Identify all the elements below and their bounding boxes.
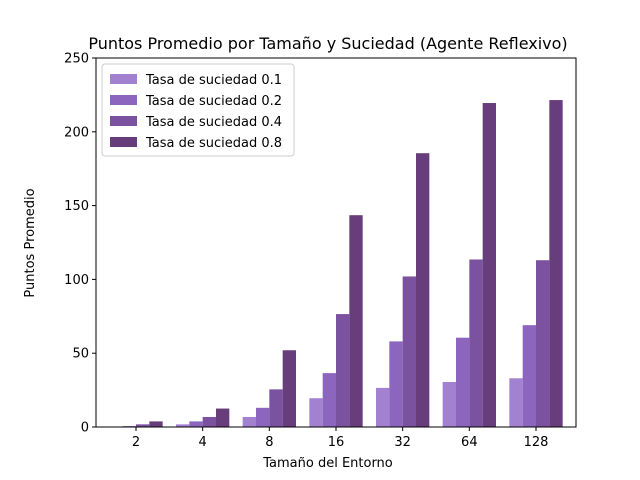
legend-frame bbox=[101, 63, 295, 157]
bar-4-series-4 bbox=[216, 408, 230, 427]
bar-128-series-1 bbox=[509, 378, 523, 427]
bar-16-series-3 bbox=[336, 314, 350, 427]
y-tick-label: 100 bbox=[64, 273, 89, 288]
bar-32-series-1 bbox=[376, 387, 390, 427]
chart-title: Puntos Promedio por Tamaño y Suciedad (A… bbox=[88, 34, 567, 53]
x-tick-label: 4 bbox=[199, 435, 207, 450]
legend: Tasa de suciedad 0.1 Tasa de suciedad 0.2… bbox=[101, 63, 295, 157]
bar-8-series-2 bbox=[256, 407, 270, 427]
bar-32-series-4 bbox=[416, 153, 430, 427]
bar-64-series-1 bbox=[442, 381, 456, 427]
bar-128-series-4 bbox=[549, 100, 563, 427]
bar-64-series-4 bbox=[482, 103, 496, 427]
bar-64-series-2 bbox=[456, 337, 470, 427]
y-tick-label: 250 bbox=[64, 52, 89, 67]
x-tick-label: 64 bbox=[461, 435, 478, 450]
legend-label: Tasa de suciedad 0.1 bbox=[145, 73, 282, 88]
legend-swatch bbox=[110, 116, 137, 126]
x-tick-label: 2 bbox=[132, 435, 140, 450]
bar-4-series-2 bbox=[189, 421, 203, 427]
y-axis-title: Puntos Promedio bbox=[23, 188, 38, 297]
y-tick-label: 50 bbox=[72, 347, 89, 362]
legend-label: Tasa de suciedad 0.8 bbox=[145, 136, 282, 151]
plot-area bbox=[109, 100, 563, 427]
y-tick-label: 150 bbox=[64, 199, 89, 214]
legend-swatch bbox=[110, 74, 137, 84]
axes: 0 50 100 150 200 250 2 4 8 16 32 64 128 bbox=[64, 52, 577, 450]
bar-2-series-4 bbox=[149, 421, 163, 427]
x-axis-title: Tamaño del Entorno bbox=[262, 456, 393, 471]
y-tick-label: 200 bbox=[64, 125, 89, 140]
bar-32-series-3 bbox=[402, 276, 416, 427]
legend-swatch bbox=[110, 137, 137, 147]
x-tick-label: 128 bbox=[524, 435, 549, 450]
bar-128-series-3 bbox=[536, 260, 550, 427]
bar-32-series-2 bbox=[389, 341, 403, 427]
legend-label: Tasa de suciedad 0.4 bbox=[145, 115, 282, 130]
bar-64-series-3 bbox=[469, 259, 483, 427]
x-tick-label: 8 bbox=[265, 435, 273, 450]
bar-16-series-1 bbox=[309, 398, 323, 427]
bar-8-series-3 bbox=[269, 389, 283, 427]
bar-4-series-1 bbox=[176, 424, 190, 427]
legend-label: Tasa de suciedad 0.2 bbox=[145, 94, 282, 109]
bar-8-series-4 bbox=[282, 350, 296, 427]
y-tick-label: 0 bbox=[81, 421, 89, 436]
bar-8-series-1 bbox=[242, 416, 256, 427]
bar-128-series-2 bbox=[522, 325, 536, 427]
x-tick-label: 32 bbox=[394, 435, 411, 450]
x-tick-label: 16 bbox=[328, 435, 345, 450]
bar-2-series-3 bbox=[136, 424, 150, 427]
bar-16-series-2 bbox=[322, 373, 336, 427]
legend-swatch bbox=[110, 95, 137, 105]
bar-4-series-3 bbox=[202, 416, 216, 427]
bar-16-series-4 bbox=[349, 215, 363, 427]
